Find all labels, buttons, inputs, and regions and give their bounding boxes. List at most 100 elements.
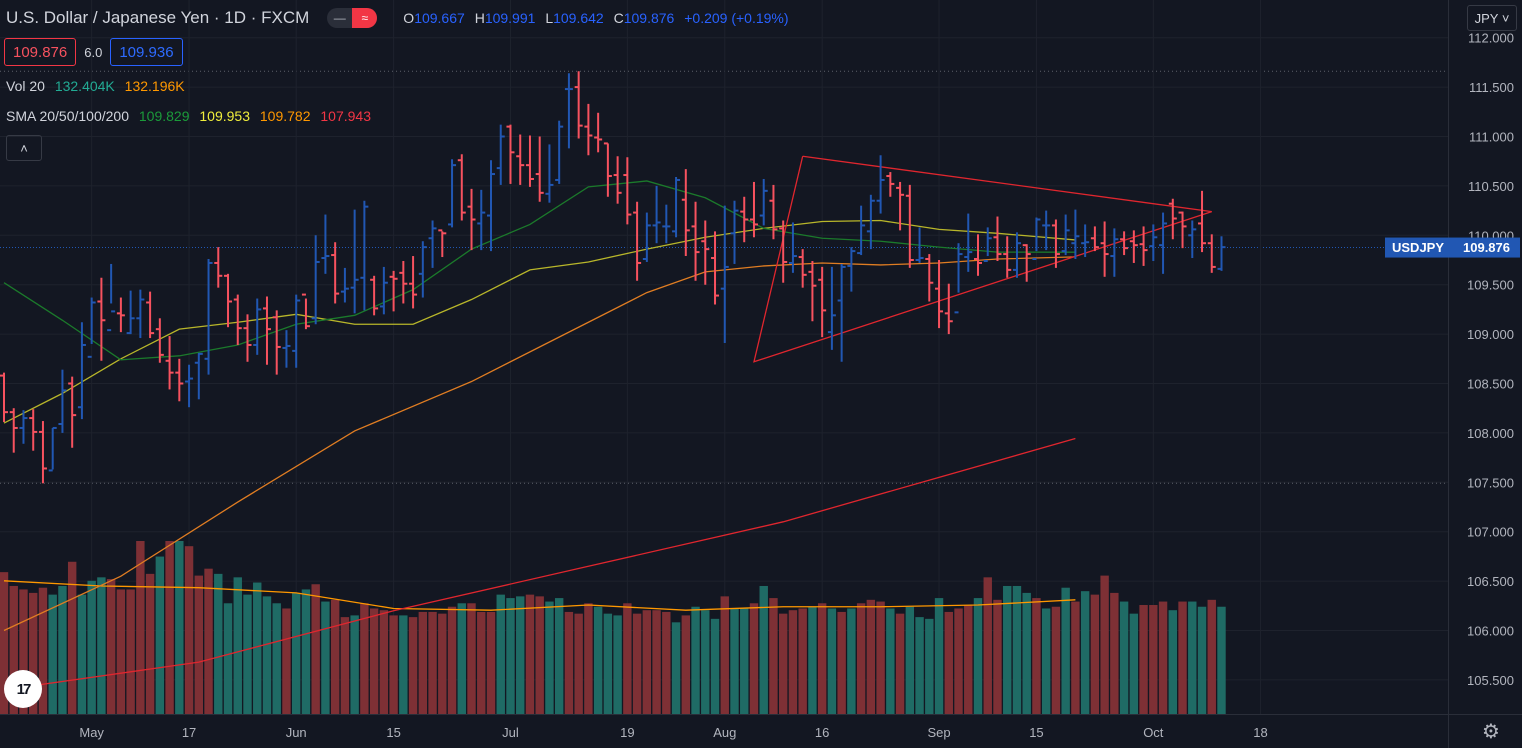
ohlc-bar <box>857 205 866 256</box>
volume-bar <box>311 584 320 714</box>
volume-bar <box>428 611 437 714</box>
time-tick-label: Jun <box>286 725 307 740</box>
volume-bar <box>1110 592 1119 714</box>
ohlc-bar <box>116 297 125 333</box>
volume-bar <box>1061 587 1070 714</box>
ohlc-bar <box>175 358 184 402</box>
triangle-pattern[interactable] <box>753 155 1212 363</box>
sell-price-button[interactable]: 109.876 <box>4 38 77 66</box>
ohlc-bar <box>574 71 583 139</box>
indicator-icon[interactable]: ≈ <box>352 8 378 28</box>
ohlc-bar <box>691 201 700 281</box>
ohlc-bar <box>107 263 116 332</box>
volume-bar <box>29 592 38 714</box>
volume-bar <box>1119 601 1129 714</box>
ohlc-bar <box>672 177 681 238</box>
volume-bar <box>1158 601 1168 714</box>
ohlc-bar <box>1120 231 1129 256</box>
hide-icon[interactable]: — <box>333 11 346 25</box>
ohlc-bar <box>662 204 671 244</box>
ohlc-bar <box>506 124 515 184</box>
volume-bar <box>535 596 544 714</box>
volume-legend-label: Vol 20 <box>6 78 45 94</box>
volume-bar <box>934 598 944 714</box>
ohlc-bar <box>1198 190 1207 253</box>
volume-legend-value: 132.404K <box>54 78 115 94</box>
volume-bar <box>1168 610 1177 714</box>
ohlc-bar <box>1168 198 1177 240</box>
ohlc-bar <box>1139 226 1148 266</box>
ohlc-bar <box>866 194 875 250</box>
high-key: H <box>474 10 485 26</box>
volume-bar <box>262 596 272 714</box>
tradingview-logo[interactable]: 17 <box>4 670 42 708</box>
ohlc-bar <box>633 201 642 281</box>
volume-bar <box>184 546 194 714</box>
ohlc-bar <box>935 260 944 329</box>
volume-bar <box>1003 585 1012 714</box>
time-tick-label: Jul <box>502 725 519 740</box>
volume-bar <box>545 601 554 714</box>
volume-bar <box>408 617 418 714</box>
ohlc-bar <box>1051 219 1060 268</box>
close-key: C <box>613 10 624 26</box>
symbol-title[interactable]: U.S. Dollar / Japanese Yen · 1D · FXCM <box>6 8 310 27</box>
ohlc-bar <box>827 266 836 350</box>
volume-bar <box>58 585 67 714</box>
sma-legend-label: SMA 20/50/100/200 <box>6 108 129 124</box>
volume-legend-ma: 132.196K <box>124 78 185 94</box>
last-price-label-bg <box>1385 237 1520 258</box>
settings-gear-icon[interactable]: ⚙ <box>1482 720 1500 743</box>
ohlc-bar <box>974 234 982 276</box>
buy-price-button[interactable]: 109.936 <box>110 38 183 66</box>
volume-bar <box>67 561 77 714</box>
price-tick-label: 109.500 <box>1467 278 1514 293</box>
volume-bar <box>730 608 739 714</box>
ohlc-bar <box>564 73 573 149</box>
ohlc-bar <box>1012 232 1021 278</box>
ohlc-bar <box>418 241 427 298</box>
price-tick-label: 105.500 <box>1467 673 1514 688</box>
ohlc-bar <box>292 294 301 368</box>
collapse-legend-button[interactable]: ˄ <box>6 135 42 161</box>
volume-bar <box>223 603 233 714</box>
ohlc-bar <box>613 156 622 204</box>
time-axis[interactable]: May 17 Jun 15 Jul 19 Aug 16 Sep 15 Oct 18 <box>79 725 1267 740</box>
high-value: 109.991 <box>484 10 536 26</box>
ohlc-bar <box>340 267 349 303</box>
time-tick-label: 19 <box>620 725 634 740</box>
ohlc-bar <box>896 181 905 231</box>
volume-bar <box>691 606 700 714</box>
volume-bar <box>506 598 515 714</box>
volume-bar <box>145 573 155 714</box>
volume-bar <box>1178 601 1187 714</box>
volume-bar <box>1032 598 1041 714</box>
ohlc-bar <box>603 142 612 197</box>
ohlc-bar <box>1178 211 1187 249</box>
volume-bar <box>399 615 408 714</box>
ohlc-bar <box>243 314 252 362</box>
ohlc-bar <box>1100 221 1109 277</box>
time-tick-label: 16 <box>815 725 829 740</box>
ohlc-bar <box>623 157 632 225</box>
volume-bar <box>827 608 837 714</box>
ohlc-bar <box>516 134 525 185</box>
chevron-up-icon: ˄ <box>20 140 28 156</box>
ohlc-bar <box>477 189 486 251</box>
open-key: O <box>403 10 415 26</box>
ohlc-bar <box>925 254 934 302</box>
low-value: 109.642 <box>553 10 604 26</box>
visibility-toggle[interactable]: — ≈ <box>327 8 378 28</box>
ohlc-bar <box>467 188 476 251</box>
volume-ma-line <box>3 580 1076 611</box>
currency-dropdown[interactable]: JPY ˅ <box>1467 5 1517 31</box>
ohlc-bar <box>487 160 495 252</box>
sma-legend[interactable]: SMA 20/50/100/200 109.829 109.953 109.78… <box>6 108 371 124</box>
volume-bar <box>701 610 710 714</box>
volume-legend[interactable]: Vol 20 132.404K 132.196K <box>6 78 185 94</box>
price-axis[interactable]: 112.000111.500111.000110.500110.000109.5… <box>1467 31 1514 688</box>
ohlc-bar <box>185 364 194 408</box>
ohlc-bar <box>1090 226 1099 252</box>
volume-bar <box>438 613 447 714</box>
